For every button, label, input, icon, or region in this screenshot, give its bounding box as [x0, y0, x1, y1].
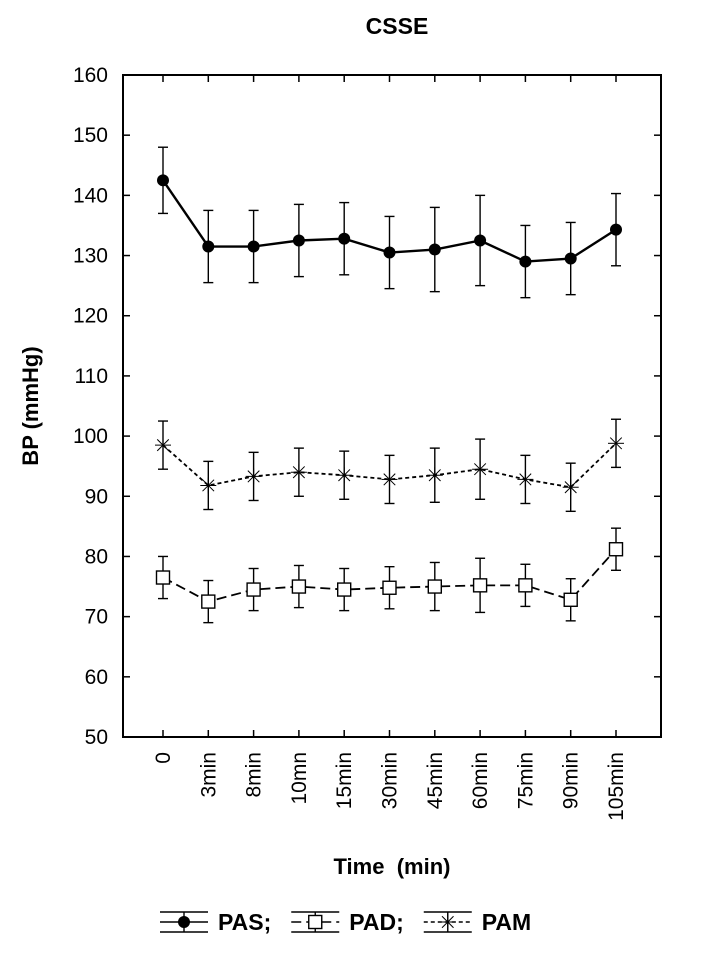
marker-stroke	[564, 481, 577, 494]
legend-item-pam: PAM	[423, 909, 531, 935]
x-tick-label: 75min	[514, 752, 537, 809]
legend: PAS; PAD; PAM	[160, 909, 531, 935]
data-point	[472, 461, 489, 478]
series-pas	[157, 146, 622, 299]
legend-marker	[439, 914, 456, 930]
data-point	[563, 592, 578, 607]
data-point	[246, 582, 261, 597]
data-point	[200, 477, 217, 494]
x-tick-label: 90min	[560, 752, 583, 809]
data-point	[426, 467, 443, 484]
y-tick-label: 50	[85, 726, 108, 749]
data-point	[157, 174, 169, 187]
y-tick-label: 90	[85, 485, 108, 508]
y-tick-label: 120	[73, 305, 108, 328]
data-point	[519, 255, 532, 268]
data-point	[427, 579, 442, 594]
x-tick-label: 8min	[243, 752, 266, 798]
data-point	[382, 580, 397, 595]
marker-stroke	[519, 473, 532, 486]
data-point	[472, 578, 488, 593]
y-tick-label: 80	[85, 545, 108, 568]
marker-stroke	[428, 469, 441, 482]
marker-stroke	[473, 463, 487, 476]
data-point	[245, 468, 262, 485]
y-tick-label: 130	[73, 245, 108, 268]
x-axis-title: Time (min)	[334, 854, 451, 879]
y-axis: 50 60 70 80 90 100 110 120 130 140 150 160	[73, 64, 661, 749]
marker-stroke	[609, 437, 623, 450]
series-pad	[155, 527, 624, 624]
data-point	[338, 232, 351, 245]
data-point	[337, 582, 352, 597]
data-point	[608, 542, 624, 557]
y-axis-title: BP (mmHg)	[18, 346, 43, 465]
legend-item-pas: PAS;	[160, 909, 271, 935]
marker-stroke	[292, 466, 306, 479]
x-tick-label: 60min	[469, 752, 492, 809]
series-pam	[155, 418, 624, 513]
y-tick-label: 110	[75, 365, 108, 388]
data-point	[383, 246, 396, 259]
x-tick-label: 0	[152, 752, 175, 764]
marker-stroke	[156, 439, 170, 452]
x-tick-label: 30min	[379, 752, 402, 809]
marker-stroke	[441, 915, 454, 929]
data-point	[155, 437, 171, 454]
x-tick-label: 3min	[197, 752, 220, 798]
legend-marker	[308, 914, 323, 930]
legend-label: PAM	[482, 909, 531, 935]
marker-stroke	[338, 469, 351, 482]
legend-marker	[178, 916, 190, 928]
series-line	[162, 442, 617, 489]
chart-title: CSSE	[366, 13, 429, 39]
y-tick-label: 160	[73, 64, 108, 87]
y-tick-label: 70	[85, 606, 108, 629]
data-point	[610, 223, 622, 236]
data-point	[564, 252, 577, 265]
y-tick-label: 60	[85, 666, 108, 689]
series-layer	[155, 146, 624, 624]
data-point	[247, 240, 260, 253]
x-axis: 0 3min 8min 10mn 15min 30min 45min 60min 75min 90…	[152, 75, 628, 821]
x-tick-label: 10mn	[288, 752, 311, 805]
marker-stroke	[383, 473, 396, 486]
data-point	[428, 243, 441, 256]
data-point	[562, 479, 579, 496]
x-tick-label: 45min	[424, 752, 447, 809]
marker-stroke	[247, 470, 260, 483]
x-tick-label: 15min	[333, 752, 356, 809]
x-tick-label: 105min	[605, 752, 628, 821]
data-point	[201, 594, 216, 609]
plot-frame	[122, 74, 662, 738]
data-point	[517, 471, 534, 488]
data-point	[474, 234, 487, 247]
data-point	[291, 579, 307, 594]
legend-label: PAS;	[218, 909, 271, 935]
y-tick-label: 140	[73, 184, 108, 207]
legend-label: PAD;	[349, 909, 404, 935]
data-point	[518, 578, 533, 593]
data-point	[155, 570, 171, 585]
data-point	[608, 435, 624, 452]
data-point	[336, 467, 353, 484]
data-point	[381, 471, 398, 488]
data-point	[202, 240, 215, 253]
data-point	[290, 464, 307, 481]
data-point	[292, 234, 305, 247]
y-tick-label: 100	[73, 425, 108, 448]
marker-stroke	[202, 479, 215, 492]
legend-item-pad: PAD;	[291, 909, 404, 935]
y-tick-label: 150	[73, 124, 108, 147]
